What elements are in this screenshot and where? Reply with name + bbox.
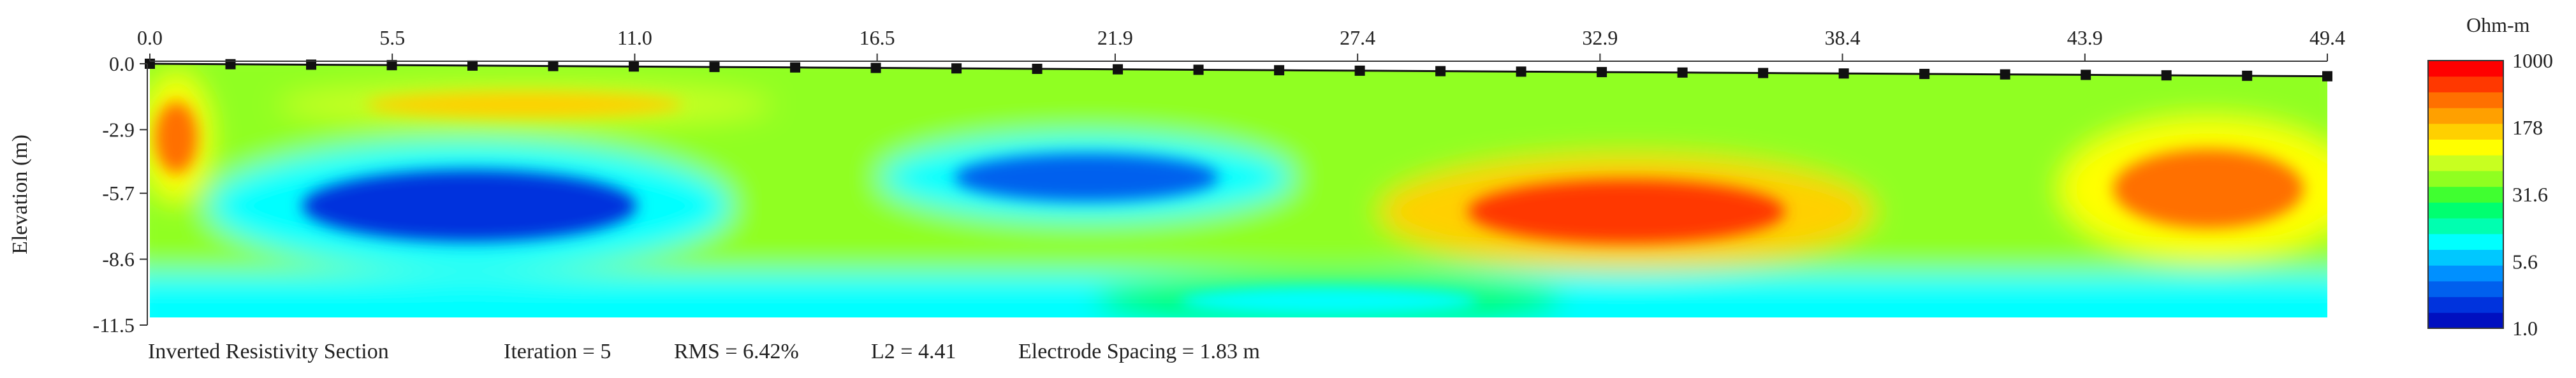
electrode-marker xyxy=(2242,70,2253,81)
x-tick-label: 11.0 xyxy=(617,26,652,49)
y-tick-label: -8.6 xyxy=(102,248,135,271)
x-tick-label: 49.4 xyxy=(2309,26,2345,49)
colorbar-band xyxy=(2428,155,2503,171)
electrode-marker xyxy=(1354,65,1365,76)
colorbar-band xyxy=(2428,202,2503,219)
electrode-marker xyxy=(1597,67,1607,78)
electrode-marker xyxy=(2000,69,2010,80)
colorbar-tick-label: 5.6 xyxy=(2512,250,2538,273)
colorbar-frame xyxy=(2427,60,2504,329)
colorbar-band xyxy=(2428,296,2503,313)
y-tick-label: -2.9 xyxy=(102,118,135,141)
colorbar-title: Ohm-m xyxy=(2466,13,2530,36)
x-axis-ticks: 0.0 5.5 11.0 16.5 21.9 27.4 32.9 38.4 43.9 49.4 xyxy=(137,26,2345,61)
anomaly-core-5 xyxy=(365,92,684,118)
colorbar-tick-label: 1000 xyxy=(2512,49,2553,72)
x-tick-label: 43.9 xyxy=(2067,26,2103,49)
electrode-marker xyxy=(548,61,559,71)
electrode-marker xyxy=(1435,66,1446,76)
colorbar-band xyxy=(2428,280,2503,298)
colorbar-band xyxy=(2428,233,2503,250)
y-tick-label: -5.7 xyxy=(102,182,135,205)
footer-annotation: Inverted Resistivity Section Iteration =… xyxy=(148,340,1260,363)
y-axis-label: Elevation (m) xyxy=(8,134,32,254)
electrode-markers xyxy=(145,59,2332,82)
x-tick-label: 21.9 xyxy=(1097,26,1133,49)
electrode-marker xyxy=(1274,65,1285,76)
y-axis-ticks: 0.0 -2.9 -5.7 -8.6 -11.5 xyxy=(93,52,147,337)
electrode-marker xyxy=(1193,64,1204,75)
electrode-marker xyxy=(1677,67,1688,78)
electrode-marker xyxy=(1919,68,1930,79)
x-tick-label: 16.5 xyxy=(860,26,895,49)
colorbar-tick-label: 1.0 xyxy=(2512,317,2538,340)
iteration-label: Iteration = 5 xyxy=(504,340,611,363)
colorbar-band xyxy=(2428,265,2503,282)
electrode-marker xyxy=(870,62,881,73)
anomaly-core-0 xyxy=(302,170,637,242)
electrode-marker xyxy=(1113,64,1123,75)
electrode-marker xyxy=(709,62,720,73)
anomaly-core-2 xyxy=(1467,179,1785,244)
x-tick-label: 27.4 xyxy=(1340,26,1375,49)
colorbar-band xyxy=(2428,186,2503,203)
electrode-marker xyxy=(1838,68,1849,79)
colorbar-ticks: 1000 178 31.6 5.6 1.0 xyxy=(2512,49,2553,340)
colorbar: Ohm-m 1000 178 31.6 5.6 1.0 xyxy=(2427,13,2553,340)
colorbar-band xyxy=(2428,218,2503,235)
colorbar-band xyxy=(2428,123,2503,140)
colorbar-band xyxy=(2428,92,2503,108)
colorbar-tick-label: 178 xyxy=(2512,116,2543,139)
x-tick-label: 5.5 xyxy=(379,26,405,49)
anomaly-core-6 xyxy=(1179,286,1479,317)
electrode-marker xyxy=(2322,71,2332,82)
topography-line xyxy=(149,62,2328,78)
anomaly-core-3 xyxy=(2113,149,2304,229)
colorbar-band xyxy=(2428,249,2503,266)
x-tick-label: 38.4 xyxy=(1825,26,1861,49)
axes: 0.0 5.5 11.0 16.5 21.9 27.4 32.9 38.4 43.9 49.4 0… xyxy=(8,26,2345,337)
anomaly-core-4 xyxy=(155,101,198,174)
electrode-marker xyxy=(2161,70,2172,81)
resistivity-section xyxy=(150,64,2327,317)
colorbar-band xyxy=(2428,139,2503,156)
electrode-marker xyxy=(1758,68,1769,78)
x-tick-label: 0.0 xyxy=(137,26,163,49)
y-tick-label: 0.0 xyxy=(109,52,135,75)
section-title: Inverted Resistivity Section xyxy=(148,340,389,363)
electrode-spacing-label: Electrode Spacing = 1.83 m xyxy=(1018,340,1260,363)
electrode-marker xyxy=(790,62,801,73)
l2-label: L2 = 4.41 xyxy=(871,340,956,363)
electrode-marker xyxy=(1032,63,1043,74)
colorbar-band xyxy=(2428,108,2503,124)
electrode-marker xyxy=(386,60,397,71)
colorbar-band xyxy=(2428,61,2503,77)
electrode-marker xyxy=(2081,69,2091,80)
x-tick-label: 32.9 xyxy=(1582,26,1618,49)
electrode-marker xyxy=(467,60,478,71)
electrode-marker xyxy=(629,61,640,72)
rms-label: RMS = 6.42% xyxy=(674,340,799,363)
colorbar-band xyxy=(2428,312,2503,329)
colorbar-band xyxy=(2428,170,2503,187)
colorbar-band xyxy=(2428,76,2503,92)
anomaly-core-1 xyxy=(954,153,1219,201)
electrode-marker xyxy=(951,63,962,74)
y-tick-label: -11.5 xyxy=(93,314,135,337)
electrode-marker xyxy=(306,59,317,70)
colorbar-tick-label: 31.6 xyxy=(2512,183,2548,206)
electrode-marker xyxy=(1516,66,1526,77)
